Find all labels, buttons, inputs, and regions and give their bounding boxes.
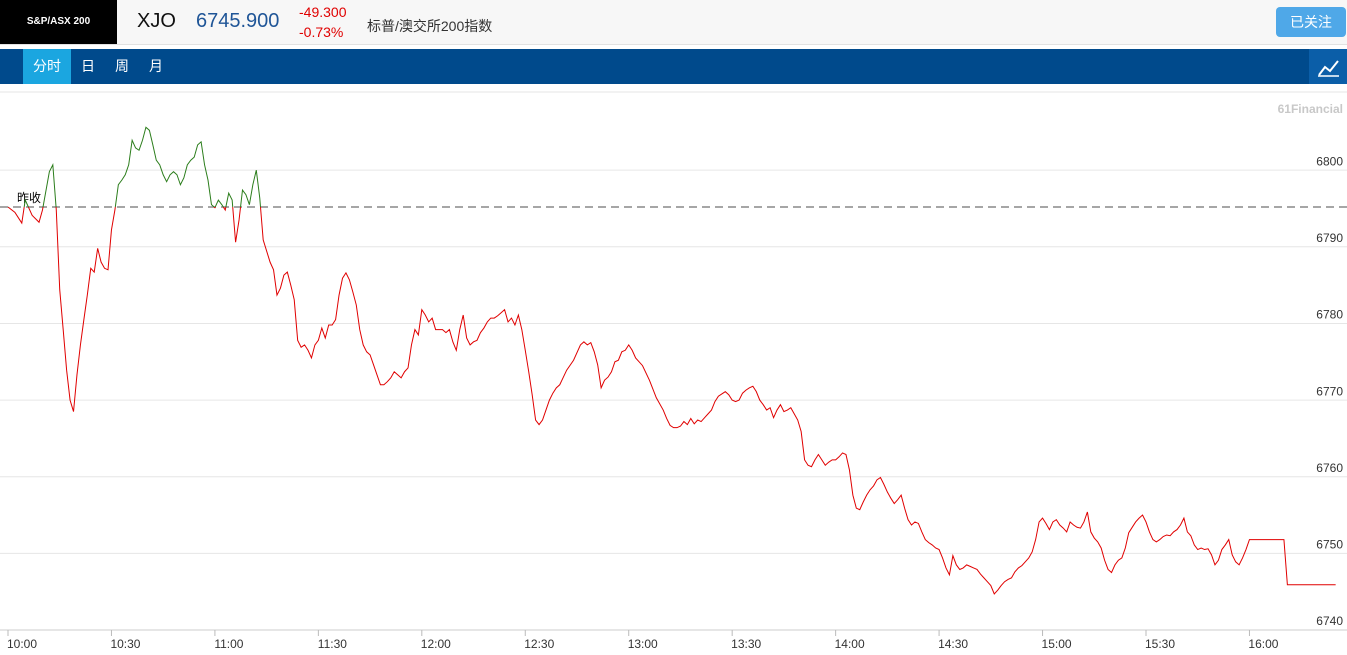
x-tick-label: 11:30 xyxy=(318,637,347,651)
x-tick-label: 11:00 xyxy=(214,637,243,651)
x-tick-label: 12:00 xyxy=(421,637,451,651)
index-logo: S&P/ASX 200 xyxy=(0,0,117,44)
x-tick-label: 12:30 xyxy=(524,637,554,651)
x-tick-label: 15:00 xyxy=(1042,637,1072,651)
period-tab[interactable]: 周 xyxy=(115,58,129,74)
price-line xyxy=(7,126,1336,595)
y-tick-label: 6760 xyxy=(1316,461,1343,475)
symbol: XJO xyxy=(137,10,176,32)
y-tick-label: 6750 xyxy=(1316,538,1343,552)
prev-close-label: 昨收 xyxy=(17,191,41,205)
x-tick-label: 13:00 xyxy=(628,637,658,651)
y-tick-label: 6770 xyxy=(1316,384,1343,398)
x-tick-label: 10:30 xyxy=(110,637,140,651)
y-tick-label: 6780 xyxy=(1316,308,1343,322)
y-tick-label: 6740 xyxy=(1316,614,1343,628)
x-tick-label: 15:30 xyxy=(1145,637,1175,651)
period-tabs: 分时日 周 月 xyxy=(0,49,1347,84)
watermark: 61Financial xyxy=(1278,102,1343,116)
x-tick-label: 14:30 xyxy=(938,637,968,651)
period-tab[interactable]: 月 xyxy=(149,58,163,74)
x-tick-label: 13:30 xyxy=(731,637,761,651)
price: 6745.900 xyxy=(196,10,280,32)
x-tick-label: 14:00 xyxy=(835,637,865,651)
x-tick-label: 10:00 xyxy=(7,637,37,651)
index-name: 标普/澳交所200指数 xyxy=(367,18,493,34)
y-tick-label: 6800 xyxy=(1316,154,1343,168)
period-tab[interactable]: 日 xyxy=(81,58,95,74)
x-tick-label: 16:00 xyxy=(1248,637,1278,651)
change-percent: -0.73% xyxy=(299,24,344,40)
quote-header: S&P/ASX 200 XJO 6745.900 -49.300 -0.73% … xyxy=(0,0,1347,45)
follow-button[interactable]: 已关注 xyxy=(1276,7,1346,37)
chart-icon xyxy=(1318,60,1339,77)
y-tick-label: 6790 xyxy=(1316,231,1343,245)
period-tab[interactable]: 分时 xyxy=(23,49,71,84)
change: -49.300 xyxy=(299,4,347,20)
chart-type-button[interactable] xyxy=(1309,49,1347,84)
